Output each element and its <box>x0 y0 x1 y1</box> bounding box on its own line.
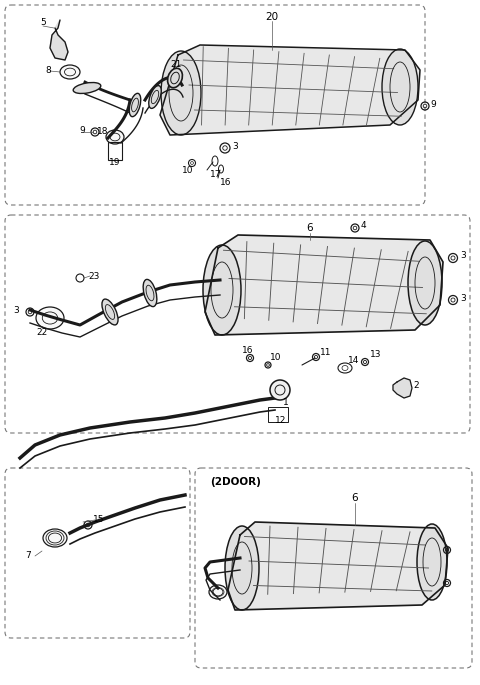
Text: (2DOOR): (2DOOR) <box>210 477 261 487</box>
Text: 20: 20 <box>265 12 278 22</box>
Ellipse shape <box>382 49 418 125</box>
Text: 3: 3 <box>460 251 466 260</box>
Text: 3: 3 <box>232 142 238 151</box>
Ellipse shape <box>36 307 64 329</box>
Polygon shape <box>393 378 412 398</box>
Ellipse shape <box>203 245 241 335</box>
Ellipse shape <box>106 130 124 144</box>
Text: 3: 3 <box>460 293 466 303</box>
Circle shape <box>270 380 290 400</box>
Ellipse shape <box>225 526 259 610</box>
Text: 23: 23 <box>88 271 99 280</box>
Text: 18: 18 <box>96 127 108 136</box>
Polygon shape <box>205 235 443 335</box>
Ellipse shape <box>209 585 227 599</box>
Ellipse shape <box>149 86 161 108</box>
Polygon shape <box>160 45 420 135</box>
Polygon shape <box>228 522 448 610</box>
Bar <box>108 142 122 160</box>
Ellipse shape <box>73 82 101 93</box>
Text: 4: 4 <box>361 221 367 229</box>
Text: 16: 16 <box>220 177 231 186</box>
Ellipse shape <box>168 68 182 88</box>
Text: 17: 17 <box>210 169 221 179</box>
Text: 2: 2 <box>413 380 419 390</box>
Ellipse shape <box>102 299 118 325</box>
Bar <box>268 407 288 422</box>
Text: 9: 9 <box>79 125 85 134</box>
Ellipse shape <box>161 51 201 135</box>
Text: 16: 16 <box>242 345 253 355</box>
Text: 10: 10 <box>270 353 281 362</box>
Ellipse shape <box>129 93 141 116</box>
Text: 6: 6 <box>307 223 313 233</box>
Text: 10: 10 <box>182 166 193 175</box>
Ellipse shape <box>143 279 157 307</box>
Text: 6: 6 <box>352 493 358 503</box>
Text: 21: 21 <box>170 60 181 68</box>
Text: 19: 19 <box>109 158 120 166</box>
Text: 8: 8 <box>45 66 51 75</box>
Text: 14: 14 <box>348 356 360 364</box>
Polygon shape <box>50 20 68 60</box>
Text: 3: 3 <box>13 306 19 314</box>
Text: 9: 9 <box>430 99 436 108</box>
Ellipse shape <box>43 529 67 547</box>
Ellipse shape <box>60 65 80 79</box>
Text: 13: 13 <box>370 349 382 358</box>
Text: 1: 1 <box>283 397 289 406</box>
Text: 22: 22 <box>36 327 48 336</box>
Text: 7: 7 <box>25 551 31 560</box>
Text: 15: 15 <box>93 516 105 525</box>
Ellipse shape <box>408 241 442 325</box>
Text: 5: 5 <box>40 18 46 27</box>
Text: 11: 11 <box>320 347 332 356</box>
Ellipse shape <box>417 524 447 600</box>
Text: 12: 12 <box>275 416 287 425</box>
